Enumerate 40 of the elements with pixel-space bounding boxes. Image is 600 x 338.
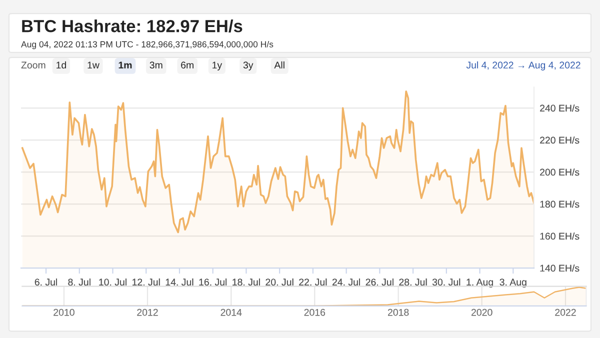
y-tick-label: 240 EH/s: [540, 104, 580, 112]
x-tick-label: 2020: [472, 308, 492, 316]
y-tick-label: 220 EH/s: [540, 136, 580, 144]
x-tick-label: 3. Aug: [500, 278, 526, 288]
text: 1y: [212, 62, 222, 70]
text: 1w: [88, 62, 100, 68]
x-tick-label: 22. Jul: [299, 278, 327, 286]
x-tick-label: 26. Jul: [366, 278, 394, 286]
y-tick-label: 200 EH/s: [540, 168, 580, 176]
x-tick-label: 20. Jul: [266, 278, 294, 286]
x-tick-label: 2022: [555, 308, 576, 316]
x-tick-label: 8. Jul: [68, 278, 90, 286]
x-tick-label: 14. Jul: [166, 278, 194, 286]
x-tick-label: 18. Jul: [232, 278, 260, 286]
x-tick-label: 30. Jul: [432, 278, 460, 286]
y-tick-label: 140 EH/s: [540, 264, 580, 272]
x-tick-label: 2016: [304, 308, 326, 316]
x-tick-label: 2014: [220, 308, 242, 316]
chart-title: BTC Hashrate: 182.97 EH/s: [22, 20, 242, 32]
text: Jul 4, 2022 → Aug 4, 2022: [466, 61, 580, 70]
chart-subtitle: Aug 04, 2022 01:13 PM UTC - 182,966,371,986,594,000,000 H/s: [21, 40, 274, 50]
y-tick-label: 180 EH/s: [540, 200, 580, 208]
x-tick-label: 2018: [388, 308, 409, 316]
x-tick-label: 12. Jul: [132, 278, 160, 286]
text: All: [274, 61, 284, 68]
x-tick-label: 10. Jul: [99, 278, 126, 286]
text: 1d: [56, 61, 66, 69]
text: 6m: [181, 62, 194, 69]
x-tick-label: 16. Jul: [199, 278, 227, 286]
text: 3m: [150, 62, 162, 69]
x-tick-label: 2010: [54, 308, 74, 316]
text: 3y: [243, 62, 254, 70]
text: 1m: [118, 62, 132, 68]
text: Zoom: [21, 62, 46, 69]
x-tick-label: 2012: [137, 308, 158, 316]
x-tick-label: 1. Aug: [466, 278, 493, 288]
x-tick-label: 6. Jul: [34, 278, 57, 286]
y-tick-label: 160 EH/s: [540, 232, 580, 240]
x-tick-label: 24. Jul: [332, 278, 360, 286]
x-tick-label: 28. Jul: [399, 278, 427, 286]
